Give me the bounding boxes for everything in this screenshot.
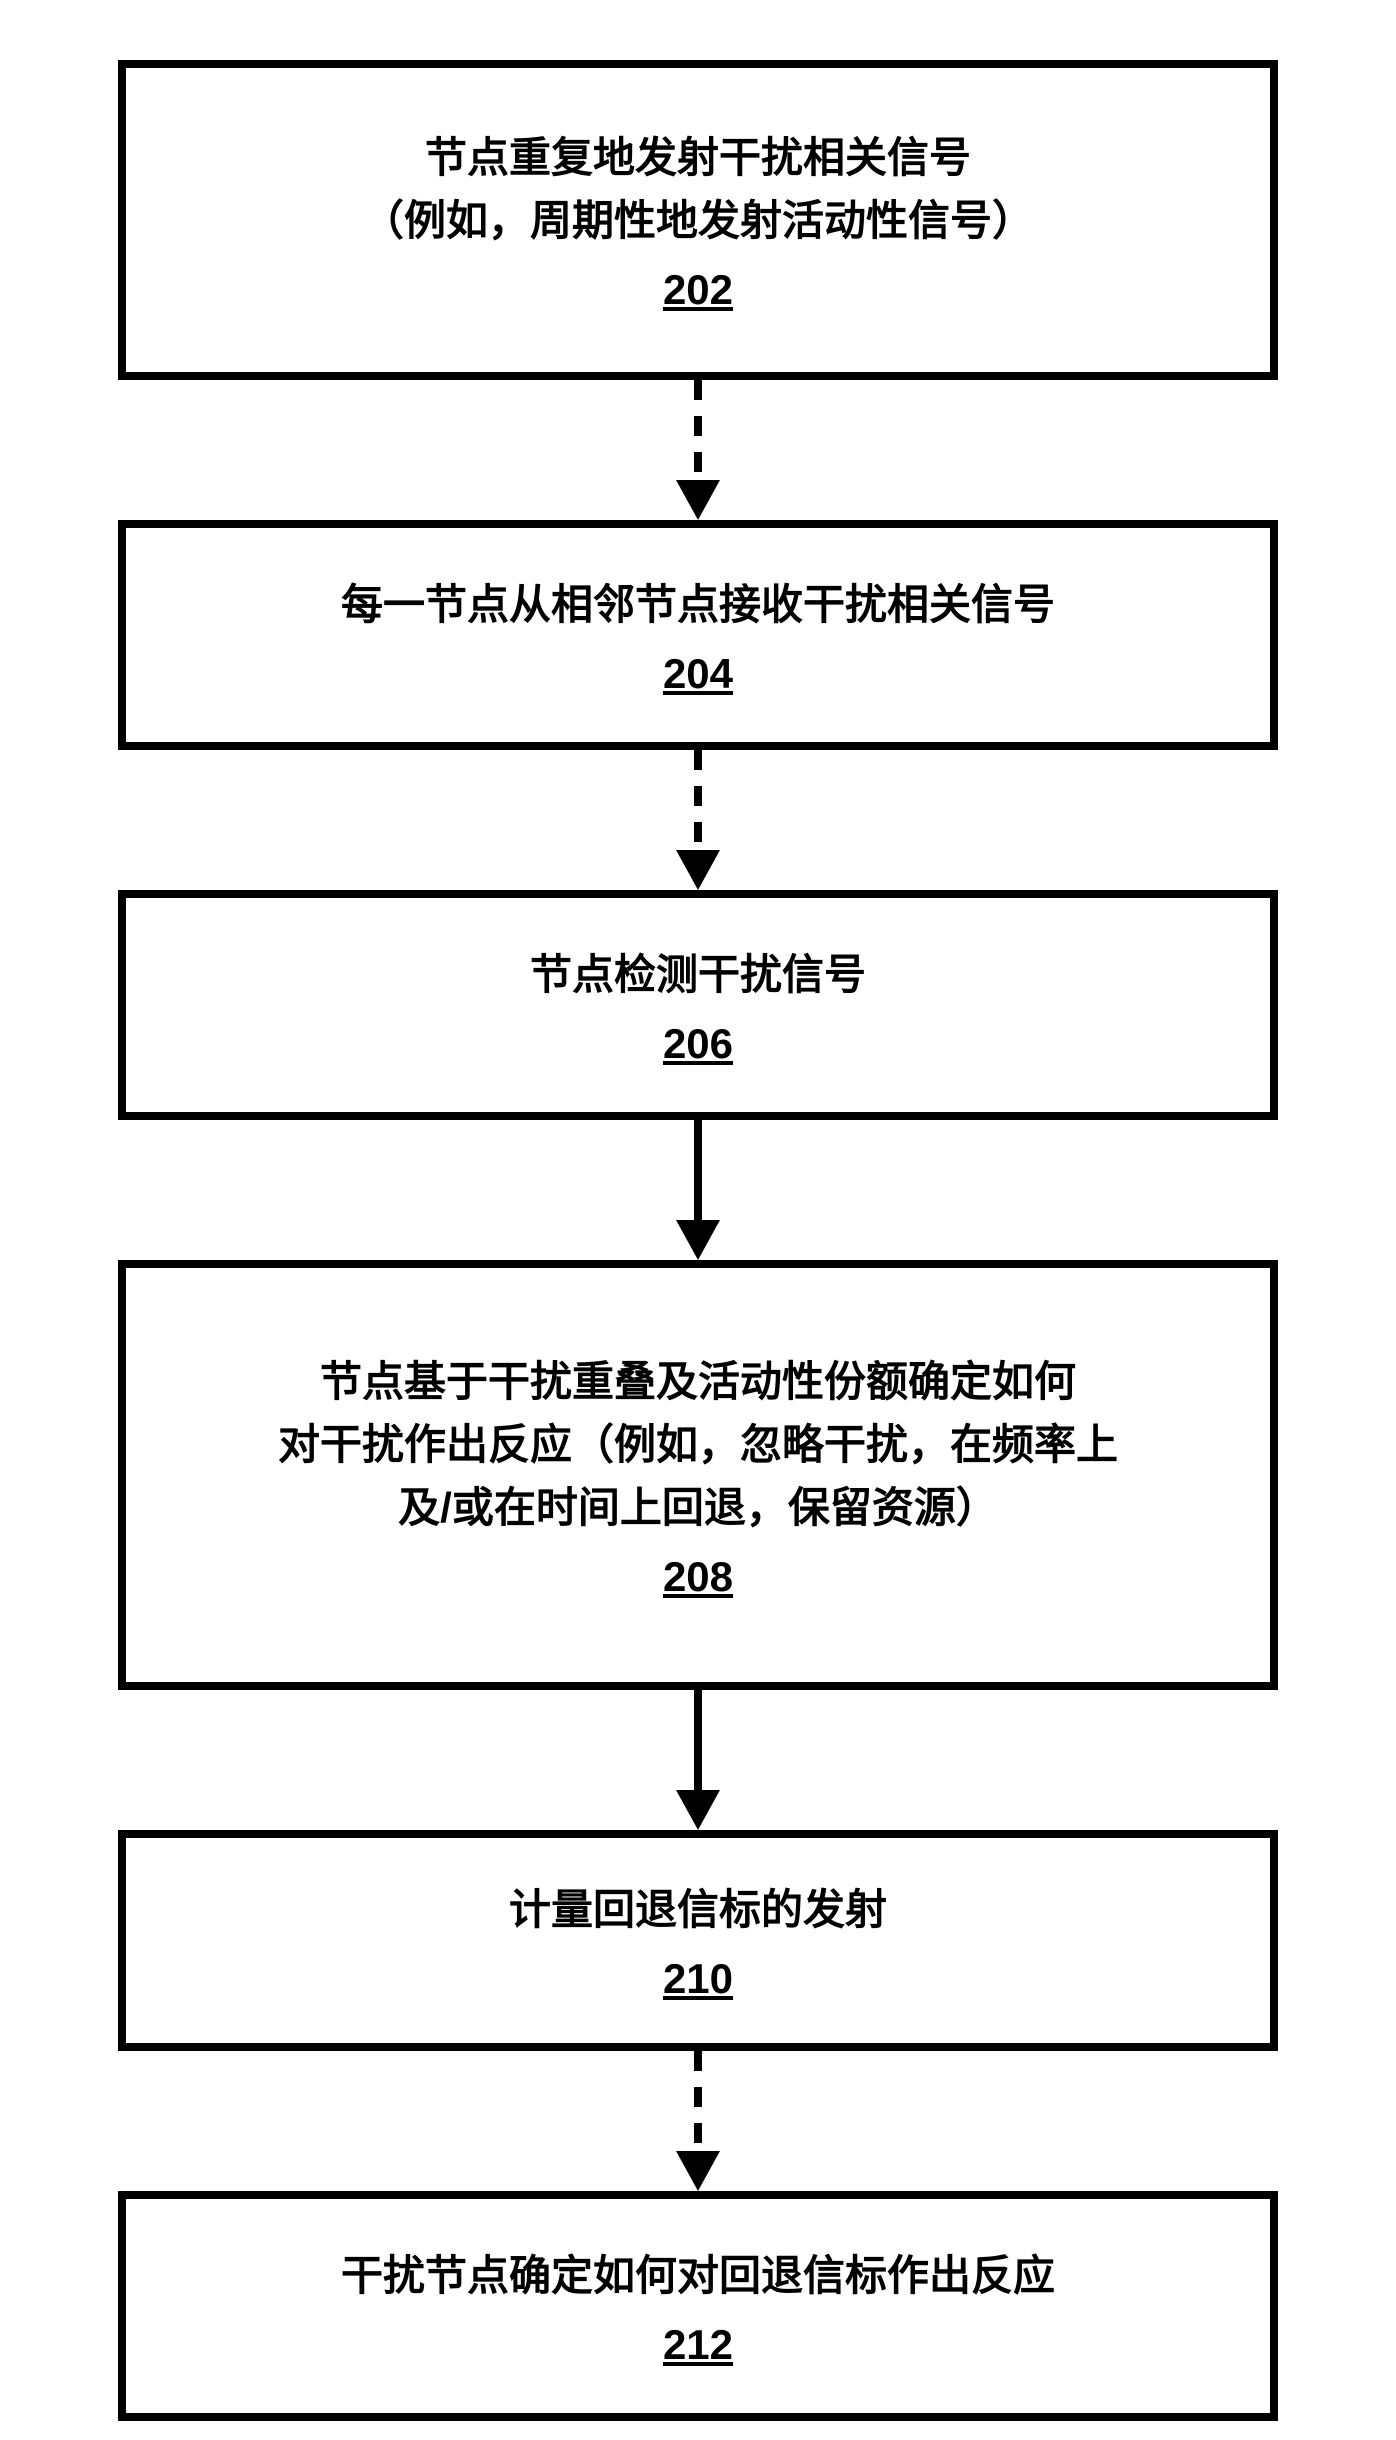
- flow-step-212: 干扰节点确定如何对回退信标作出反应 212: [118, 2191, 1278, 2421]
- flow-step-text: 干扰节点确定如何对回退信标作出反应: [341, 2244, 1055, 2307]
- flow-step-text: 节点基于干扰重叠及活动性份额确定如何 对干扰作出反应（例如，忽略干扰，在频率上 …: [278, 1350, 1118, 1539]
- flow-arrow-1: [118, 750, 1278, 890]
- flow-step-208: 节点基于干扰重叠及活动性份额确定如何 对干扰作出反应（例如，忽略干扰，在频率上 …: [118, 1260, 1278, 1690]
- flow-step-210: 计量回退信标的发射 210: [118, 1830, 1278, 2051]
- flow-step-206: 节点检测干扰信号 206: [118, 890, 1278, 1120]
- flow-step-text: 计量回退信标的发射: [509, 1878, 887, 1941]
- flow-step-202: 节点重复地发射干扰相关信号 （例如，周期性地发射活动性信号） 202: [118, 60, 1278, 380]
- arrow-icon: [668, 1120, 728, 1260]
- flow-step-number: 210: [663, 1955, 733, 2003]
- arrow-icon: [668, 1690, 728, 1830]
- flow-step-text: 节点重复地发射干扰相关信号 （例如，周期性地发射活动性信号）: [362, 126, 1034, 252]
- flow-arrow-0: [118, 380, 1278, 520]
- flow-step-number: 208: [663, 1553, 733, 1601]
- arrow-icon: [668, 750, 728, 890]
- flow-step-number: 206: [663, 1020, 733, 1068]
- flow-step-number: 204: [663, 650, 733, 698]
- flow-step-number: 202: [663, 266, 733, 314]
- flow-step-number: 212: [663, 2321, 733, 2369]
- flow-step-text: 每一节点从相邻节点接收干扰相关信号: [341, 573, 1055, 636]
- flow-arrow-4: [118, 2051, 1278, 2191]
- flow-arrow-3: [118, 1690, 1278, 1830]
- arrow-icon: [668, 2051, 728, 2191]
- flow-step-204: 每一节点从相邻节点接收干扰相关信号 204: [118, 520, 1278, 750]
- flow-step-text: 节点检测干扰信号: [530, 943, 866, 1006]
- flowchart-container: 节点重复地发射干扰相关信号 （例如，周期性地发射活动性信号） 202 每一节点从…: [118, 60, 1278, 2421]
- arrow-icon: [668, 380, 728, 520]
- flow-arrow-2: [118, 1120, 1278, 1260]
